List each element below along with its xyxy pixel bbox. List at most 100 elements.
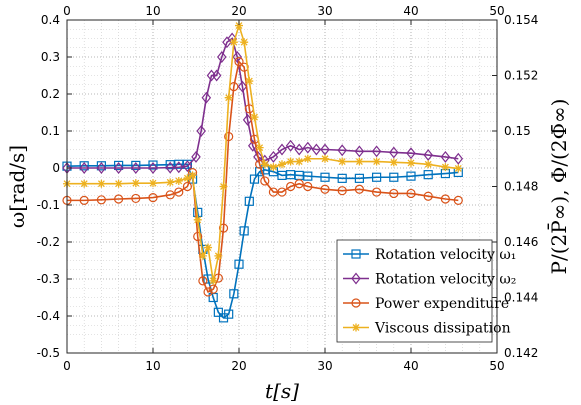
data-point	[148, 193, 158, 203]
data-point	[278, 160, 286, 169]
y-axis-right-label: P/(2P̄∞), Φ/(2Φ̄∞)	[546, 99, 571, 275]
y-right-tick-label: 0.144	[504, 291, 538, 305]
x-tick-label-top: 0	[63, 4, 71, 18]
data-point	[174, 176, 183, 185]
data-point	[354, 145, 365, 158]
data-point	[96, 161, 107, 171]
series-line	[67, 37, 459, 169]
data-point	[165, 160, 175, 170]
data-point	[188, 171, 197, 180]
data-point	[268, 150, 279, 163]
data-point	[149, 179, 157, 188]
y-left-tick-label: 0.1	[41, 124, 60, 138]
data-point	[174, 187, 184, 197]
data-point	[424, 160, 433, 169]
data-point	[441, 163, 450, 172]
data-point	[253, 150, 263, 163]
data-point	[372, 172, 382, 182]
legend-label: Power expenditure	[375, 296, 509, 312]
data-point	[454, 164, 463, 173]
data-point	[165, 161, 175, 174]
data-point	[406, 171, 416, 181]
data-point	[148, 160, 158, 170]
series-2	[62, 32, 464, 174]
x-tick-label-bottom: 30	[317, 359, 332, 373]
data-point	[193, 231, 203, 242]
x-tick-label-bottom: 20	[231, 359, 246, 373]
data-point	[211, 69, 222, 82]
data-point	[423, 170, 433, 180]
data-point	[79, 161, 89, 171]
data-point	[286, 170, 296, 180]
data-point	[371, 145, 382, 158]
y-right-tick-label: 0.148	[504, 180, 538, 194]
data-point	[337, 173, 347, 183]
legend-label: Rotation velocity ω₂	[375, 272, 516, 288]
legend-item: Rotation velocity ω₂	[343, 272, 516, 288]
y-left-tick-label: -0.2	[37, 235, 60, 249]
data-point	[294, 179, 304, 189]
data-point	[337, 186, 347, 196]
legend-item: Power expenditure	[343, 296, 509, 312]
y-left-tick-label: 0	[52, 161, 60, 175]
data-point	[389, 146, 399, 159]
data-point	[286, 181, 296, 192]
series-layer	[62, 21, 464, 323]
legend-item: Rotation velocity ω₁	[343, 247, 516, 263]
data-point	[406, 147, 416, 160]
data-point	[96, 162, 107, 174]
y-left-tick-label: -0.1	[37, 198, 60, 212]
data-point	[338, 157, 347, 166]
data-point	[218, 223, 229, 233]
legend-marker	[351, 272, 361, 285]
legend-label: Viscous dissipation	[374, 321, 511, 337]
data-point	[96, 195, 107, 205]
data-point	[213, 307, 223, 317]
data-point	[148, 162, 158, 174]
data-point	[165, 190, 175, 200]
data-point	[286, 157, 295, 166]
y-left-tick-label: 0.2	[41, 87, 60, 101]
data-point	[255, 167, 265, 177]
data-point	[214, 251, 223, 260]
x-tick-label-bottom: 50	[489, 359, 504, 373]
data-point	[255, 143, 264, 152]
data-point	[311, 143, 322, 156]
y-left-tick-label: -0.4	[37, 309, 60, 323]
data-point	[224, 309, 234, 319]
data-point	[321, 154, 329, 163]
data-point	[320, 143, 330, 156]
data-point	[113, 162, 124, 174]
legend: Rotation velocity ω₁ Rotation velocity ω₂…	[336, 239, 516, 343]
data-point	[80, 179, 89, 188]
data-point	[303, 141, 313, 154]
x-tick-label-bottom: 0	[63, 359, 71, 373]
y-right-tick-label: 0.142	[504, 346, 538, 360]
data-point	[79, 162, 89, 174]
data-point	[269, 163, 278, 172]
data-point	[235, 21, 243, 30]
data-point	[440, 194, 450, 204]
data-point	[237, 80, 248, 93]
x-tick-label-bottom: 10	[145, 359, 160, 373]
data-point	[407, 158, 415, 167]
data-point	[268, 187, 278, 197]
data-point	[277, 170, 287, 180]
x-tick-label-top: 10	[145, 4, 160, 18]
data-point	[182, 160, 193, 173]
y-right-tick-label: 0.152	[504, 69, 538, 83]
legend-label: Rotation velocity ω₁	[375, 247, 516, 263]
x-tick-label-top: 20	[231, 4, 246, 18]
data-point	[198, 276, 208, 286]
data-point	[440, 150, 451, 163]
data-point	[285, 139, 296, 152]
data-point	[182, 181, 192, 192]
data-point	[224, 131, 234, 142]
data-point	[229, 38, 238, 47]
data-point	[229, 289, 239, 299]
data-point	[79, 195, 89, 205]
data-point	[245, 77, 254, 86]
x-tick-label-bottom: 40	[403, 359, 418, 373]
data-point	[303, 171, 313, 181]
data-point	[389, 188, 399, 199]
